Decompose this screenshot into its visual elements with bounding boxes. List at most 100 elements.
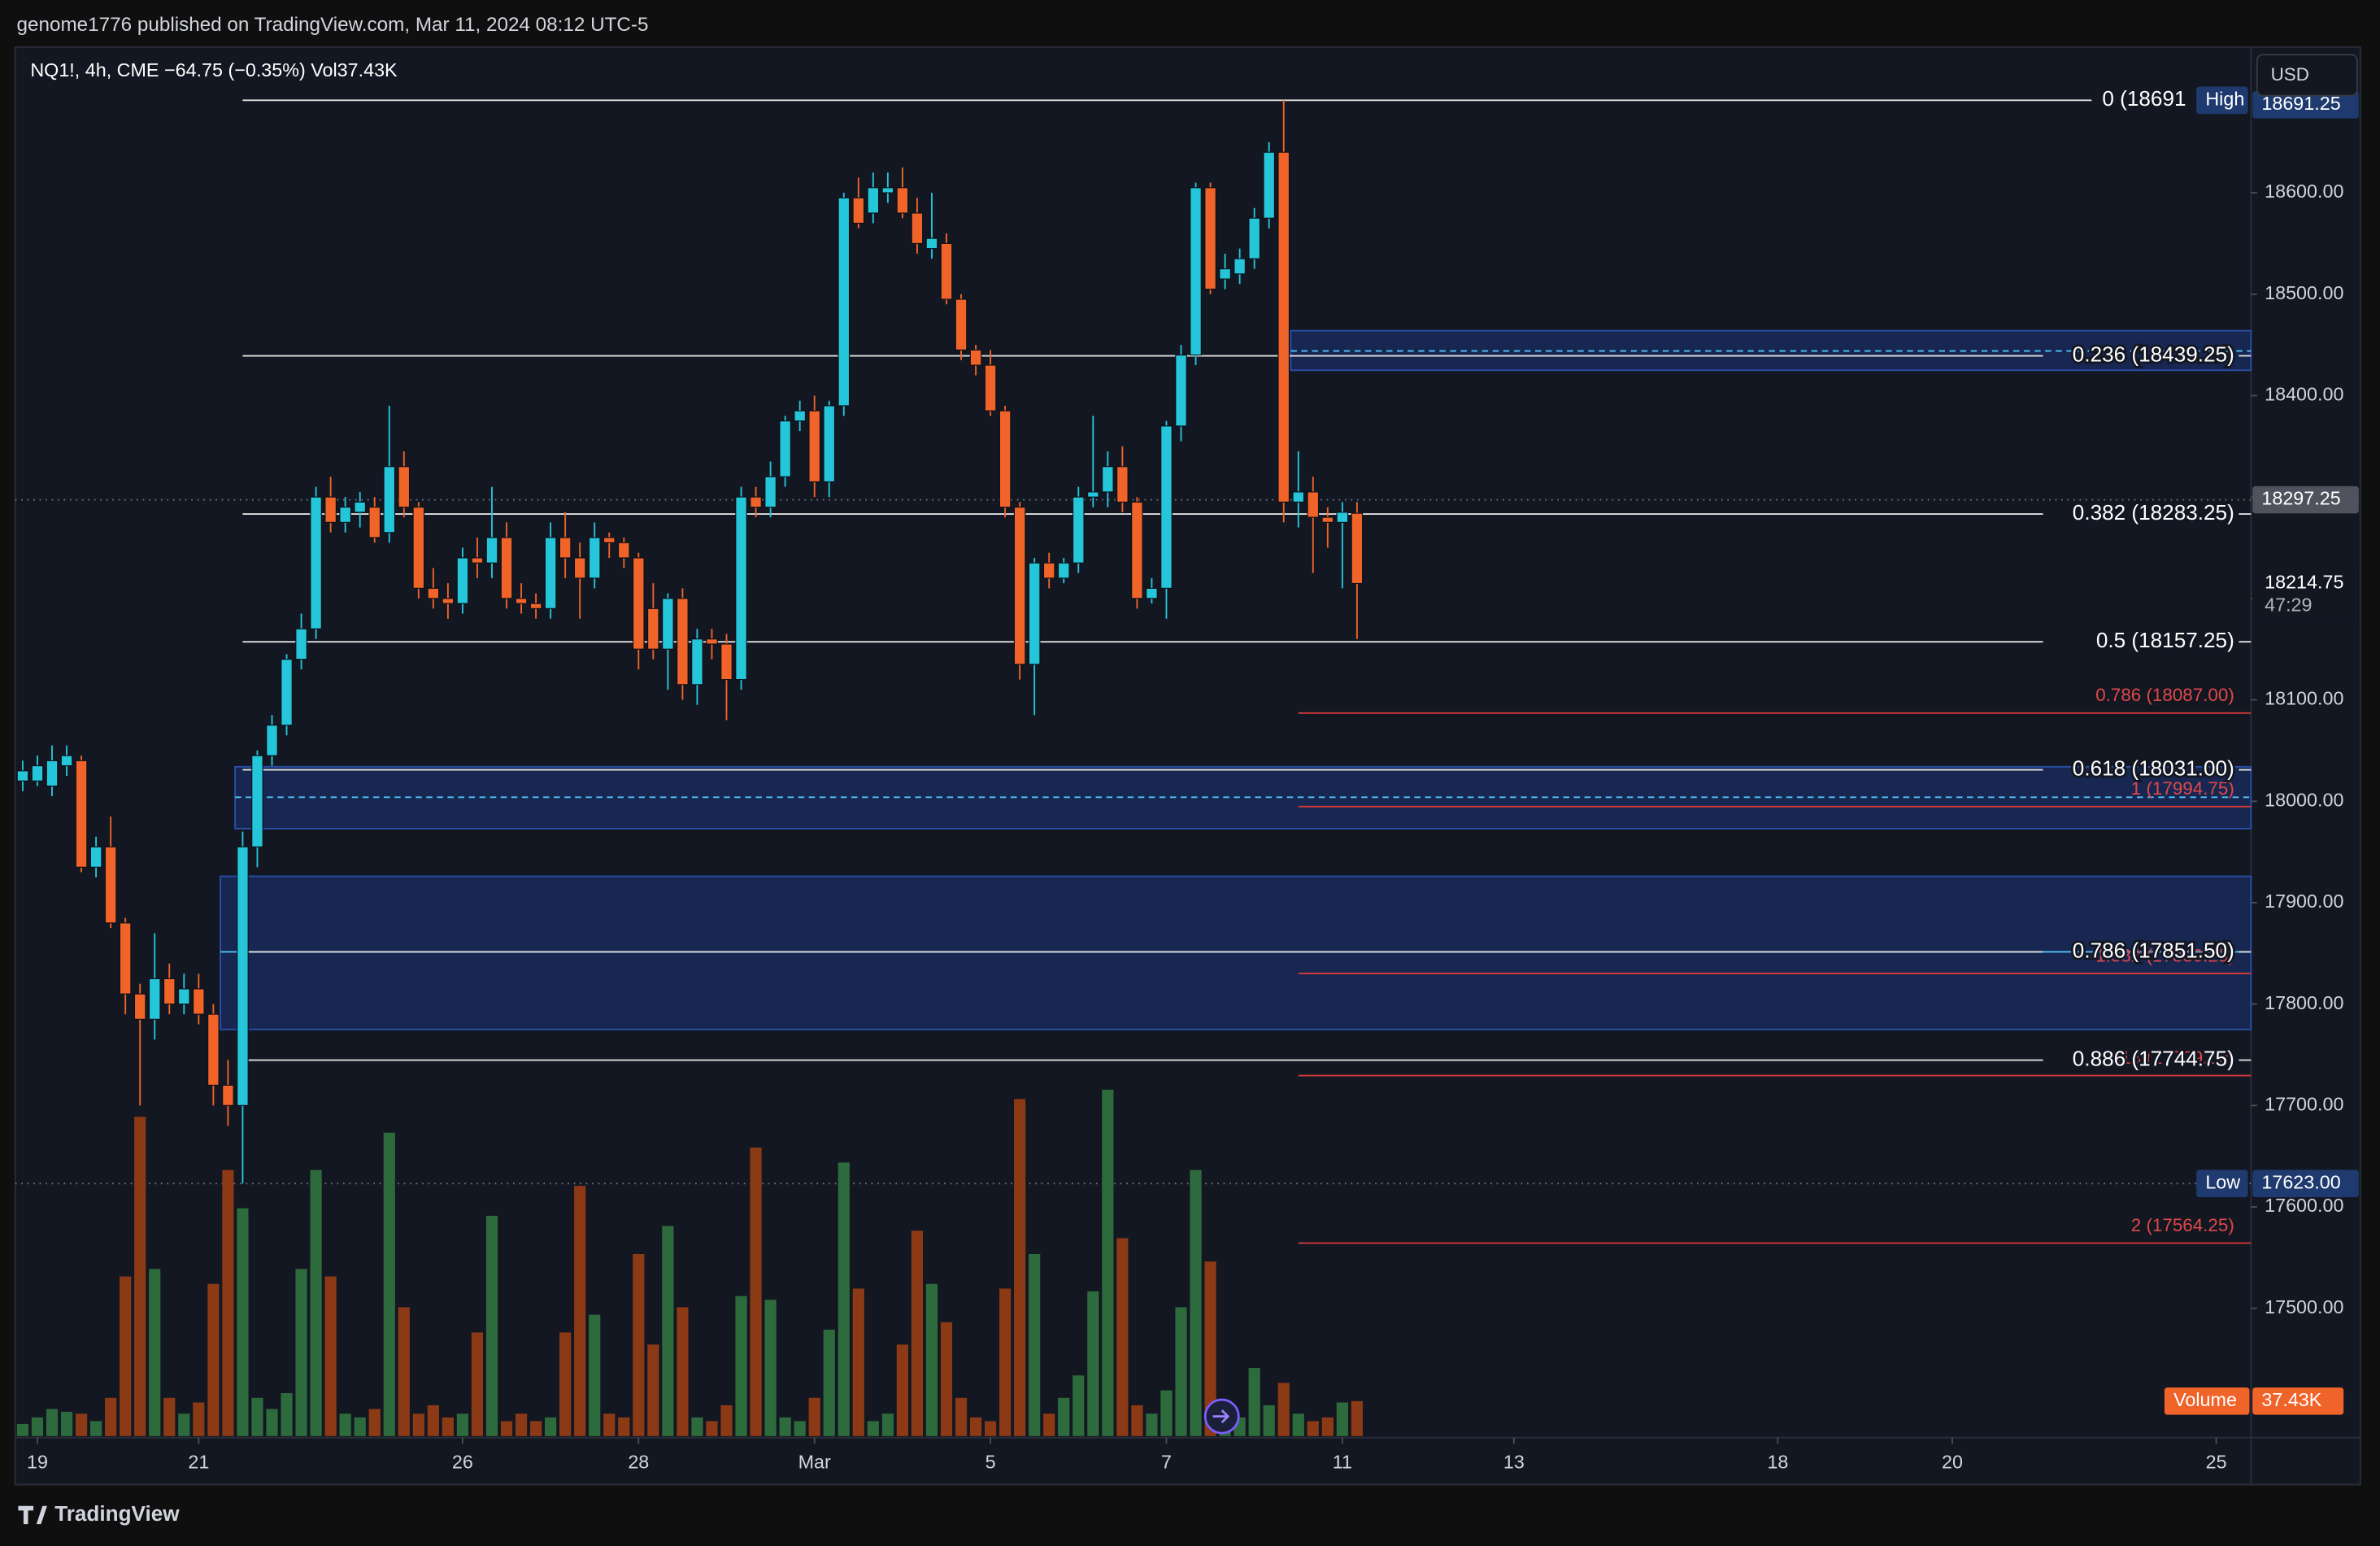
candle-body — [89, 846, 102, 868]
candle-body — [163, 978, 176, 1005]
candle-body — [368, 507, 381, 538]
candle-body — [60, 755, 73, 767]
volume-bar — [529, 1421, 542, 1436]
x-tick-label: 20 — [1942, 1452, 1963, 1473]
y-tick-label: 18600.00 — [2265, 181, 2343, 202]
candle-body — [119, 922, 132, 995]
candle-body — [1175, 355, 1187, 427]
candle-body — [808, 410, 820, 483]
volume-bar — [1277, 1383, 1290, 1436]
publisher: genome1776 published on TradingView.com,… — [17, 14, 649, 36]
volume-bar — [1087, 1291, 1099, 1436]
y-tick-label: 17800.00 — [2265, 992, 2343, 1013]
x-tick-label: 13 — [1503, 1452, 1525, 1473]
candle-body — [1160, 425, 1173, 589]
volume-bar — [310, 1169, 322, 1436]
candle-body — [471, 557, 484, 564]
volume-bar — [105, 1397, 117, 1436]
volume-bar — [281, 1393, 293, 1436]
fib-label: 0.786 (17851.50) — [2073, 938, 2234, 962]
candle-body — [1146, 587, 1158, 599]
currency[interactable]: USD — [2271, 64, 2309, 85]
candle-body — [324, 496, 337, 523]
candle-body — [662, 598, 674, 650]
volume-bar — [1116, 1238, 1129, 1436]
volume-bar — [412, 1413, 424, 1436]
candle-body — [1336, 512, 1349, 523]
volume-bar — [808, 1397, 820, 1436]
low-badge-bg — [2196, 1169, 2248, 1198]
volume-bar — [163, 1397, 176, 1436]
candle-body — [16, 770, 29, 782]
volume-bar — [955, 1397, 968, 1436]
currency-button[interactable] — [2256, 54, 2358, 97]
volume-bar — [1014, 1099, 1026, 1436]
high-value-bg — [2252, 91, 2359, 119]
candle-body — [1307, 491, 1320, 518]
y-tick-label: 17500.00 — [2265, 1296, 2343, 1317]
candle-body — [852, 197, 865, 224]
candle-body — [969, 349, 982, 366]
candle-body — [925, 237, 938, 250]
volume-bar — [984, 1421, 997, 1436]
volume-bar — [574, 1186, 586, 1436]
volume-bar — [662, 1226, 674, 1436]
volume-bar — [867, 1421, 879, 1436]
fib-label: 0.5 (18157.25) — [2096, 628, 2234, 652]
last-price: 18214.75 — [2265, 572, 2343, 593]
candle-body — [148, 978, 161, 1020]
volume-bar — [823, 1329, 835, 1436]
fib-label: 0.236 (18439.25) — [2073, 342, 2234, 366]
last-price-bg — [2252, 568, 2359, 621]
candle-body — [251, 755, 263, 847]
volume-bar — [1248, 1368, 1260, 1436]
candle-body — [603, 537, 616, 543]
fib-label: 0.886 (17744.75) — [2073, 1046, 2234, 1070]
candle-body — [1219, 268, 1231, 280]
volume-bar — [339, 1413, 351, 1436]
candle-body — [1234, 258, 1246, 275]
chart-panel — [14, 46, 2361, 1486]
candle-body — [955, 298, 968, 351]
x-tick-label: 21 — [188, 1452, 209, 1473]
volume-bar — [764, 1300, 777, 1436]
y-tick-label: 17600.00 — [2265, 1195, 2343, 1216]
candle-body — [764, 476, 777, 508]
low-value-bg — [2252, 1169, 2359, 1198]
candle-body — [354, 501, 366, 513]
candle-body — [633, 557, 645, 650]
volume-bar — [559, 1332, 572, 1436]
volume-bar — [1160, 1390, 1173, 1436]
volume-bar — [149, 1269, 161, 1436]
high-badge: High — [2205, 88, 2244, 109]
current-price-bg — [2252, 486, 2359, 514]
candle-body — [588, 537, 601, 579]
candle-body — [485, 537, 498, 564]
y-tick-label: 18100.00 — [2265, 688, 2343, 709]
volume-bar — [969, 1417, 982, 1436]
symbol-title: NQ1!, 4h, CME −64.75 (−0.35%) Vol37.43K — [30, 59, 398, 81]
brand-logo — [18, 1505, 47, 1525]
volume-bar — [881, 1413, 894, 1436]
candle-body — [1073, 496, 1085, 564]
y-tick-label: 17700.00 — [2265, 1093, 2343, 1114]
countdown: 47:29 — [2265, 594, 2312, 616]
candle-body — [940, 242, 953, 300]
candle-body — [412, 507, 425, 589]
candle-body — [339, 507, 351, 523]
volume-bar — [1263, 1404, 1275, 1436]
fib-label: 0.618 (18031.00) — [2073, 756, 2234, 780]
candle-body — [31, 765, 44, 782]
volume-bar — [1336, 1402, 1348, 1436]
candle-body — [442, 598, 455, 604]
volume-bar — [1043, 1413, 1055, 1436]
candle-body — [881, 187, 894, 194]
x-tick-label: 19 — [27, 1452, 48, 1473]
volume-bar — [120, 1276, 132, 1436]
candle-body — [281, 659, 293, 726]
candle-body — [456, 557, 469, 604]
plot: 17500.00 17600.00 17700.00 17800.00 17900.00… — [15, 86, 2359, 1473]
volume-bar — [383, 1132, 395, 1436]
candle-body — [266, 725, 278, 756]
